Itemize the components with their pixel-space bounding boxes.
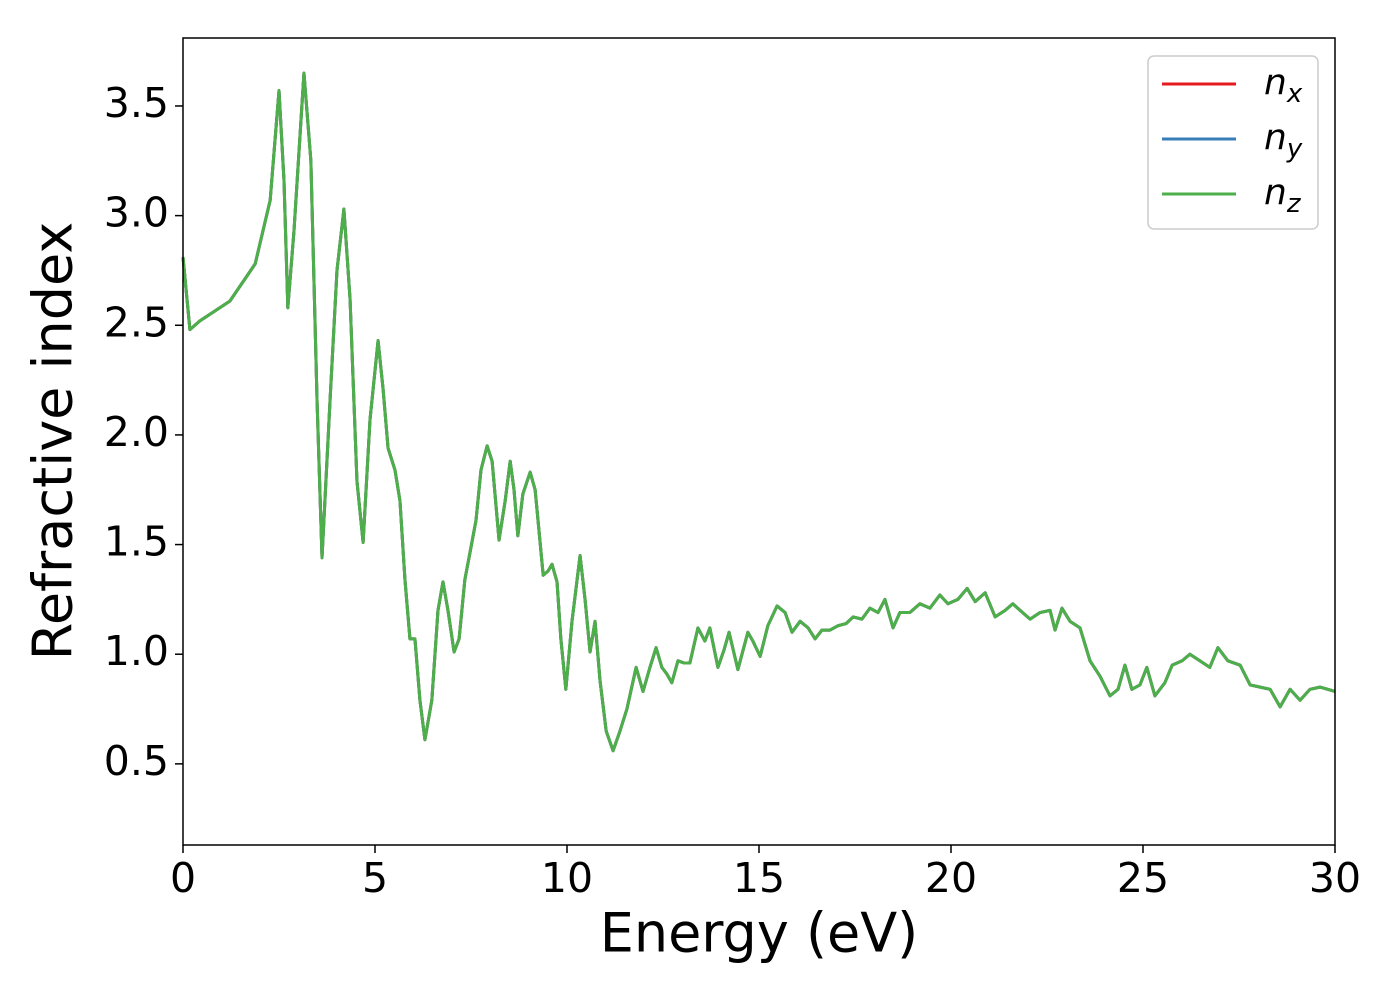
y-tick-label: 3.5 [104,79,169,127]
x-tick-label: 30 [1309,854,1361,902]
x-tick-label: 0 [170,854,196,902]
x-tick-label: 10 [541,854,593,902]
y-tick-label: 1.0 [104,627,169,675]
x-tick-label: 15 [733,854,785,902]
x-tick-label: 25 [1117,854,1169,902]
y-tick-label: 0.5 [104,737,169,785]
legend: nx ny nz [1147,55,1319,230]
x-tick-label: 5 [362,854,388,902]
y-tick-label: 2.0 [104,408,169,456]
legend-label: nx [1264,62,1303,109]
y-tick-label: 1.5 [104,518,169,566]
legend-box [1147,55,1319,230]
y-tick-label: 3.0 [104,189,169,237]
y-tick-label: 2.5 [104,298,169,346]
series-line [181,71,1336,753]
legend-label: nz [1264,172,1302,219]
plot-frame [182,37,1336,846]
y-axis-label: Refractive index [22,222,85,661]
x-axis-label: Energy (eV) [600,902,919,965]
legend-label: ny [1264,117,1303,164]
x-tick-label: 20 [925,854,977,902]
